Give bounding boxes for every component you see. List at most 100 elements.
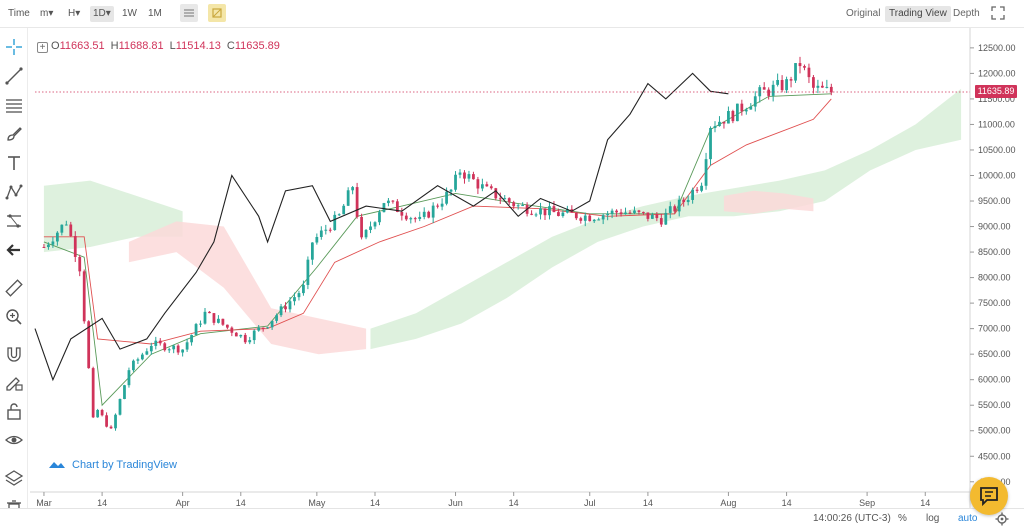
kijun-sen-line — [43, 98, 832, 345]
candle-down — [208, 311, 211, 314]
candle-up — [127, 370, 131, 386]
candle-up — [664, 212, 668, 225]
x-tick-label: 14 — [236, 498, 246, 508]
candle-down — [212, 313, 216, 323]
pattern-icon[interactable] — [4, 182, 24, 202]
interval-time[interactable]: Time — [8, 8, 30, 19]
candle-up — [378, 212, 381, 223]
x-tick-label: Aug — [720, 498, 736, 508]
indicators-button[interactable] — [180, 4, 198, 22]
y-tick-label: 12000.00 — [978, 68, 1016, 78]
view-tradingview[interactable]: Trading View — [885, 6, 951, 22]
brush-icon[interactable] — [4, 124, 24, 144]
candle-down — [404, 215, 408, 220]
candle-up — [382, 203, 386, 213]
layers-icon[interactable] — [4, 468, 24, 488]
interval-1d[interactable]: 1D▾ — [90, 6, 114, 22]
eye-icon[interactable] — [4, 430, 24, 450]
candle-up — [369, 226, 372, 230]
candle-down — [740, 103, 744, 112]
candle-down — [489, 186, 493, 189]
trendline-icon[interactable] — [4, 66, 24, 86]
interval-hours[interactable]: H▾ — [68, 8, 81, 19]
candle-up — [704, 159, 708, 186]
candle-up — [727, 111, 730, 124]
candle-up — [346, 190, 350, 206]
candle-up — [686, 199, 690, 203]
fullscreen-button[interactable] — [989, 4, 1007, 22]
candle-up — [521, 205, 525, 207]
candle-down — [391, 200, 395, 202]
y-tick-label: 4500.00 — [978, 451, 1011, 461]
percent-toggle[interactable]: % — [898, 513, 907, 524]
candle-up — [516, 205, 520, 207]
fib-icon[interactable] — [4, 95, 24, 115]
candle-up — [606, 213, 610, 216]
close-value: 11635.89 — [234, 40, 280, 52]
ruler-icon[interactable] — [4, 278, 24, 298]
prediction-icon[interactable] — [4, 211, 24, 231]
y-tick-label: 8500.00 — [978, 247, 1011, 257]
candle-down — [803, 66, 806, 68]
y-tick-label: 8000.00 — [978, 273, 1011, 283]
candle-up — [677, 199, 681, 212]
y-tick-label: 6500.00 — [978, 349, 1011, 359]
x-tick-label: May — [308, 498, 326, 508]
candle-up — [96, 409, 100, 418]
candle-down — [476, 179, 480, 189]
crosshair-icon[interactable] — [4, 37, 24, 57]
interval-1m[interactable]: 1M — [148, 8, 162, 19]
x-tick-label: 14 — [920, 498, 930, 508]
candle-down — [507, 198, 511, 203]
magnet-icon[interactable] — [4, 344, 24, 364]
back-arrow-icon[interactable] — [4, 240, 24, 260]
candle-down — [642, 211, 645, 213]
candle-up — [633, 210, 636, 213]
ichimoku-cloud-bearish — [128, 221, 367, 355]
candle-down — [472, 174, 475, 180]
y-tick-label: 9000.00 — [978, 222, 1011, 232]
candle-down — [82, 271, 86, 322]
candle-down — [176, 345, 180, 353]
top-toolbar: Time m▾ H▾ 1D▾ 1W 1M Original Trading Vi… — [0, 0, 1024, 28]
candle-down — [628, 212, 632, 214]
tradingview-brand-link[interactable]: Chart by TradingView — [48, 459, 177, 471]
candle-up — [306, 259, 310, 285]
zoom-in-icon[interactable] — [4, 307, 24, 327]
candle-down — [436, 205, 440, 207]
candle-up — [718, 121, 721, 127]
gear-icon[interactable] — [995, 512, 1009, 526]
candle-up — [275, 315, 278, 321]
candle-up — [691, 189, 695, 200]
candle-down — [73, 236, 77, 257]
candle-up — [601, 215, 605, 220]
lock-drawing-icon[interactable] — [4, 373, 24, 393]
candle-up — [342, 205, 346, 215]
chart-type-button[interactable] — [208, 4, 226, 22]
interval-1w[interactable]: 1W — [122, 8, 137, 19]
text-icon[interactable] — [4, 153, 24, 173]
auto-toggle[interactable]: auto — [958, 513, 978, 524]
candle-down — [512, 202, 516, 207]
candle-up — [185, 342, 189, 350]
interval-minutes[interactable]: m▾ — [40, 8, 54, 19]
candle-up — [333, 214, 337, 231]
candle-down — [221, 318, 225, 325]
view-original[interactable]: Original — [846, 8, 881, 19]
candle-up — [583, 215, 587, 221]
last-price-tag: 11635.89 — [975, 85, 1017, 99]
candle-up — [302, 284, 305, 294]
candle-up — [51, 241, 55, 245]
candle-down — [574, 212, 578, 219]
candle-up — [668, 206, 672, 213]
candle-up — [310, 242, 314, 260]
chat-button[interactable] — [970, 477, 1008, 515]
high-label: H — [110, 40, 119, 52]
expand-legend-icon[interactable]: + — [37, 42, 48, 53]
price-chart[interactable]: 12500.00 12000.00 11500.00 11000.00 10500.00… — [30, 28, 1024, 508]
candle-down — [673, 206, 677, 212]
lock-icon[interactable] — [4, 401, 24, 421]
log-toggle[interactable]: log — [926, 513, 940, 524]
view-depth[interactable]: Depth — [953, 8, 980, 19]
candle-down — [234, 332, 238, 337]
